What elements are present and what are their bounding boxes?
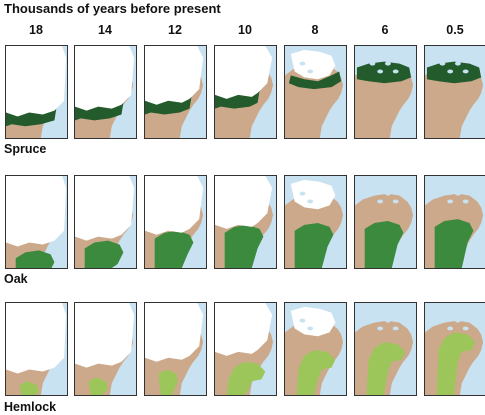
species-range bbox=[426, 61, 482, 84]
time-label-3: 10 bbox=[238, 23, 252, 37]
species-range bbox=[154, 230, 194, 268]
time-label-5: 6 bbox=[381, 23, 389, 37]
ice-sheet bbox=[6, 176, 67, 247]
ice-sheet bbox=[75, 303, 135, 368]
species-range bbox=[436, 332, 476, 395]
map-spruce-0.5 bbox=[424, 45, 485, 139]
species-range bbox=[226, 361, 266, 395]
map-spruce-8 bbox=[284, 45, 347, 139]
map-hemlock-14 bbox=[74, 302, 137, 396]
species-range bbox=[296, 349, 336, 395]
ice-sheet bbox=[290, 306, 336, 337]
map-spruce-6 bbox=[354, 45, 417, 139]
ice-sheet bbox=[215, 46, 273, 99]
species-range bbox=[19, 381, 39, 395]
map-hemlock-0.5 bbox=[424, 302, 485, 396]
species-range bbox=[288, 71, 342, 90]
map-hemlock-8 bbox=[284, 302, 347, 396]
map-spruce-14 bbox=[74, 45, 137, 139]
time-label-0: 18 bbox=[29, 23, 43, 37]
species-label-hemlock: Hemlock bbox=[4, 400, 57, 414]
map-spruce-12 bbox=[144, 45, 207, 139]
land bbox=[425, 63, 484, 138]
map-hemlock-18 bbox=[5, 302, 68, 396]
species-range bbox=[158, 369, 178, 395]
ice-sheet bbox=[75, 176, 135, 241]
ice-sheet bbox=[290, 49, 336, 80]
ice-sheet bbox=[145, 46, 204, 105]
map-oak-8 bbox=[284, 175, 347, 269]
species-range bbox=[356, 61, 412, 84]
map-oak-12 bbox=[144, 175, 207, 269]
ice-sheet bbox=[215, 303, 273, 356]
figure-title: Thousands of years before present bbox=[4, 1, 221, 16]
species-range bbox=[366, 342, 406, 395]
time-label-2: 12 bbox=[168, 23, 182, 37]
ice-sheet bbox=[145, 303, 204, 362]
species-range bbox=[84, 240, 124, 268]
species-range bbox=[294, 222, 334, 268]
species-range bbox=[88, 377, 108, 395]
ice-sheet bbox=[215, 176, 273, 229]
map-oak-14 bbox=[74, 175, 137, 269]
map-spruce-18 bbox=[5, 45, 68, 139]
ice-sheet bbox=[6, 303, 67, 374]
time-label-4: 8 bbox=[311, 23, 319, 37]
map-oak-18 bbox=[5, 175, 68, 269]
species-range bbox=[15, 250, 55, 268]
species-label-oak: Oak bbox=[4, 272, 28, 286]
species-range bbox=[434, 219, 474, 268]
map-hemlock-6 bbox=[354, 302, 417, 396]
ice-sheet bbox=[290, 179, 336, 210]
time-label-1: 14 bbox=[98, 23, 112, 37]
map-hemlock-12 bbox=[144, 302, 207, 396]
map-oak-6 bbox=[354, 175, 417, 269]
species-range bbox=[364, 221, 404, 268]
species-range bbox=[224, 224, 264, 268]
ice-sheet bbox=[6, 46, 67, 117]
map-oak-10 bbox=[214, 175, 277, 269]
ice-sheet bbox=[75, 46, 135, 111]
map-hemlock-10 bbox=[214, 302, 277, 396]
map-oak-0.5 bbox=[424, 175, 485, 269]
time-label-6: 0.5 bbox=[446, 23, 464, 37]
species-label-spruce: Spruce bbox=[4, 142, 47, 156]
ice-sheet bbox=[145, 176, 204, 235]
map-spruce-10 bbox=[214, 45, 277, 139]
land bbox=[355, 63, 414, 138]
